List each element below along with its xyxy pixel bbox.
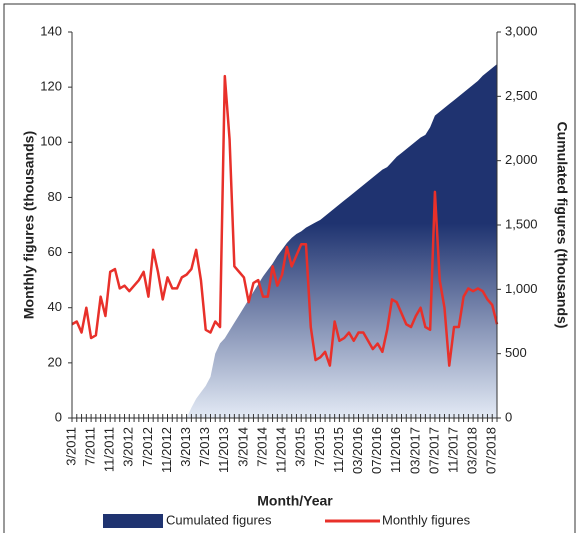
x-tick-label: 7/2013 bbox=[197, 427, 212, 467]
y2-tick-label: 0 bbox=[505, 409, 512, 424]
x-tick-label: 11/2015 bbox=[331, 427, 346, 473]
x-tick-label: 03/2016 bbox=[350, 427, 365, 474]
x-tick-label: 03/2018 bbox=[465, 427, 480, 474]
y-axis-title: Monthly figures (thousands) bbox=[21, 131, 37, 319]
monthly-line bbox=[71, 74, 499, 367]
y2-tick-label: 2,000 bbox=[505, 152, 538, 167]
x-tick-label: 07/2016 bbox=[369, 427, 384, 474]
x-tick-label: 7/2015 bbox=[312, 427, 327, 467]
x-tick-label: 11/2013 bbox=[216, 427, 231, 473]
y-tick-label: 40 bbox=[48, 299, 62, 314]
y2-tick-label: 1,000 bbox=[505, 281, 538, 296]
y-tick-label: 100 bbox=[40, 134, 62, 149]
y2-tick-label: 500 bbox=[505, 345, 527, 360]
legend-label: Monthly figures bbox=[382, 512, 471, 527]
x-axis-title: Month/Year bbox=[257, 493, 333, 509]
x-tick-label: 11/2017 bbox=[445, 427, 460, 473]
y2-tick-label: 3,000 bbox=[505, 23, 538, 38]
y-tick-label: 120 bbox=[40, 79, 62, 94]
x-tick-label: 07/2018 bbox=[484, 427, 499, 474]
cumulated-area bbox=[186, 64, 497, 419]
legend-swatch bbox=[103, 514, 163, 528]
x-tick-label: 11/2011 bbox=[102, 427, 117, 472]
y-tick-label: 60 bbox=[48, 244, 62, 259]
y-tick-label: 20 bbox=[48, 354, 62, 369]
y-tick-label: 80 bbox=[48, 189, 62, 204]
legend-label: Cumulated figures bbox=[166, 512, 272, 527]
y2-axis-title: Cumulated figures (thousands) bbox=[554, 122, 570, 329]
x-tick-label: 3/2012 bbox=[121, 427, 136, 467]
x-tick-label: 11/2016 bbox=[388, 427, 403, 473]
x-tick-label: 11/2014 bbox=[274, 427, 289, 473]
x-tick-label: 3/2014 bbox=[235, 427, 250, 467]
x-tick-label: 7/2014 bbox=[254, 427, 269, 467]
x-tick-label: 7/2012 bbox=[140, 427, 155, 467]
y-tick-label: 0 bbox=[55, 409, 62, 424]
frame bbox=[3, 3, 576, 533]
x-tick-label: 03/2017 bbox=[407, 427, 422, 474]
x-tick-label: 3/2013 bbox=[178, 427, 193, 467]
y-tick-label: 140 bbox=[40, 23, 62, 38]
x-tick-label: 07/2017 bbox=[426, 427, 441, 474]
x-tick-label: 3/2015 bbox=[293, 427, 308, 467]
y2-tick-label: 2,500 bbox=[505, 88, 538, 103]
x-tick-label: 11/2012 bbox=[159, 427, 174, 473]
x-tick-label: 7/2011 bbox=[83, 427, 98, 466]
y2-tick-label: 1,500 bbox=[505, 216, 538, 231]
x-tick-label: 3/2011 bbox=[63, 427, 78, 466]
